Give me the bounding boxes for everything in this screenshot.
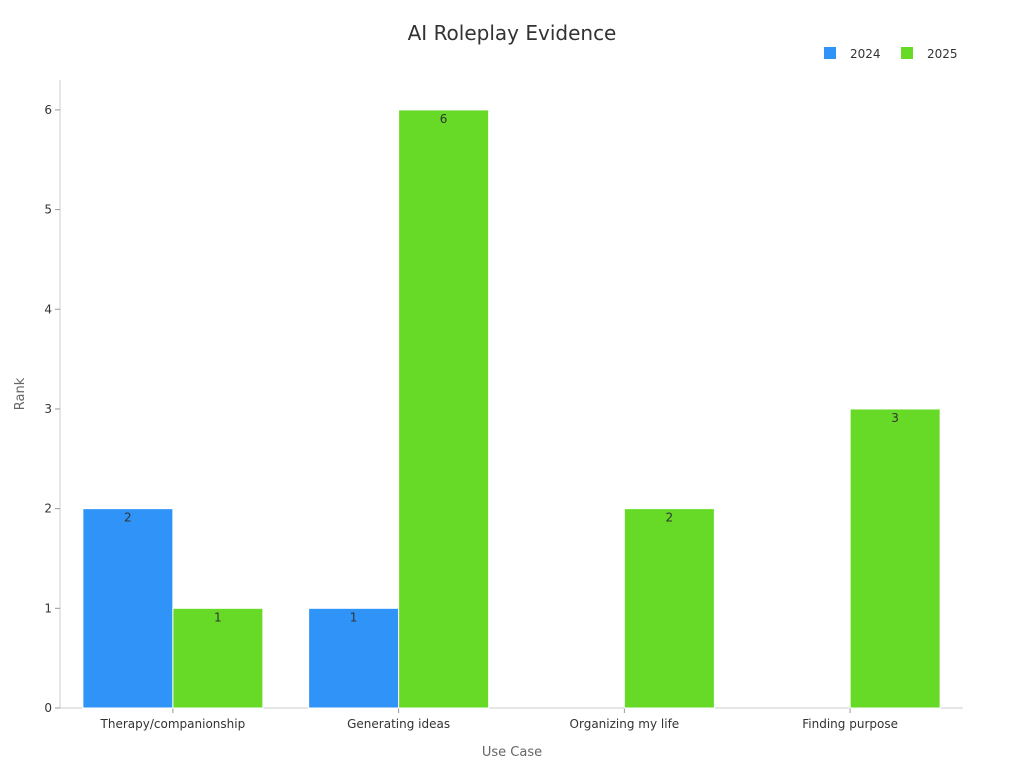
y-tick-label: 5 <box>44 203 52 217</box>
bar-2025-0[interactable] <box>172 607 264 709</box>
legend-swatch-2025 <box>901 47 913 59</box>
bar-value-label: 6 <box>440 112 448 126</box>
bar-2024-0[interactable] <box>82 508 174 709</box>
x-tick-label: Finding purpose <box>802 717 898 731</box>
bar-labels: 2 1 1 6 2 3 <box>124 112 899 624</box>
y-tick-label: 0 <box>44 701 52 715</box>
y-tick-label: 1 <box>44 601 52 615</box>
x-tick-label: Organizing my life <box>570 717 680 731</box>
chart-title: AI Roleplay Evidence <box>408 21 617 45</box>
y-tick-label: 4 <box>44 302 52 316</box>
x-tick-label: Generating ideas <box>347 717 450 731</box>
bar-value-label: 1 <box>350 610 358 624</box>
y-tick-label: 3 <box>44 402 52 416</box>
y-axis-label: Rank <box>13 377 28 410</box>
x-axis-label: Use Case <box>482 745 542 760</box>
x-tick-label: Therapy/companionship <box>100 717 246 731</box>
bar-value-label: 2 <box>666 511 674 525</box>
legend-label: 2025 <box>927 47 958 61</box>
bars <box>82 109 941 709</box>
legend-label: 2024 <box>850 47 881 61</box>
bar-value-label: 3 <box>891 411 899 425</box>
y-tick-label: 6 <box>44 103 52 117</box>
bar-2024-1[interactable] <box>308 607 400 709</box>
y-tick-label: 2 <box>44 502 52 516</box>
bar-value-label: 1 <box>214 610 222 624</box>
y-axis-ticks: 0 1 2 3 4 5 6 <box>44 103 60 715</box>
legend: 2024 2025 <box>824 47 958 61</box>
bar-2025-1[interactable] <box>398 109 490 709</box>
legend-swatch-2024 <box>824 47 836 59</box>
x-axis-ticks: Therapy/companionship Generating ideas Org… <box>100 708 898 731</box>
bar-2025-3[interactable] <box>849 408 941 709</box>
bar-2025-2[interactable] <box>623 508 715 709</box>
bar-value-label: 2 <box>124 511 132 525</box>
